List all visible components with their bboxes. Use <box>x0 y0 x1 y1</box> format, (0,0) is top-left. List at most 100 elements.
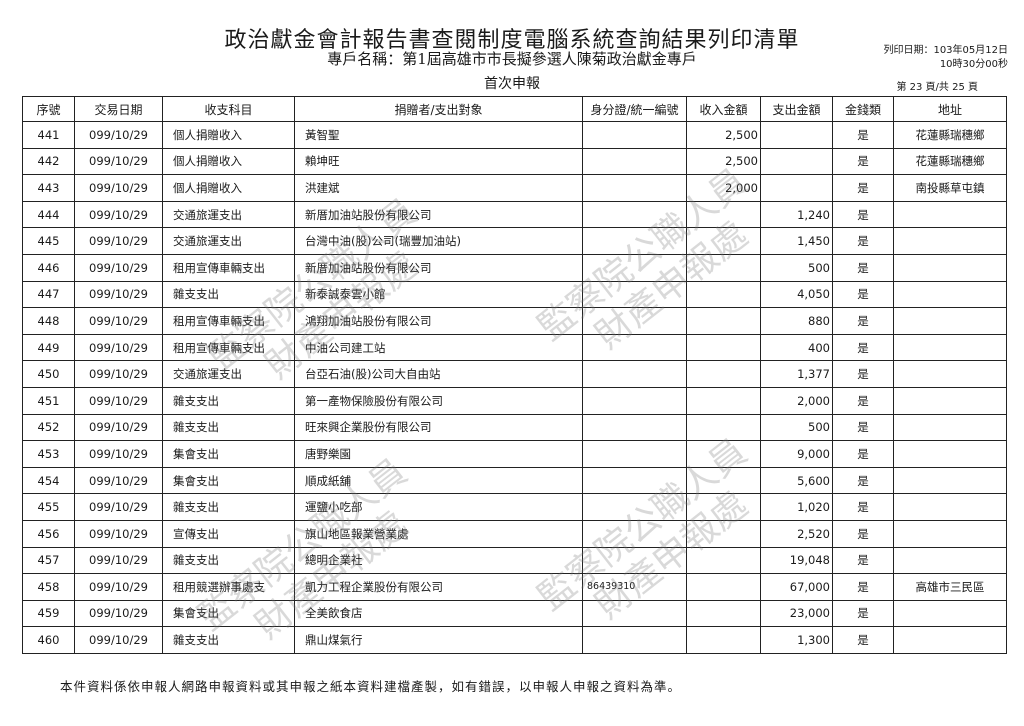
print-date: 列印日期：103年05月12日 <box>883 45 1008 56</box>
expense-amount-cell: 9,000 <box>760 440 833 468</box>
account-name: 專戶名稱：第1屆高雄市市長擬參選人陳菊政治獻金專戶 <box>327 50 697 68</box>
id-number-cell <box>582 174 687 202</box>
counterparty-cell: 黃智聖 <box>294 121 583 149</box>
id-number-cell <box>582 546 687 575</box>
income-amount-cell <box>686 626 761 654</box>
expense-amount-cell: 1,300 <box>760 626 833 654</box>
header-col-no: 序號 <box>22 96 75 122</box>
expense-amount-cell: 4,050 <box>760 280 833 309</box>
transaction-date-cell: 099/10/29 <box>74 360 163 388</box>
income-amount-cell <box>686 307 761 335</box>
address-cell <box>893 280 1007 309</box>
row-number-cell: 460 <box>22 626 75 654</box>
address-cell <box>893 546 1007 575</box>
counterparty-cell: 台亞石油(股)公司大自由站 <box>294 360 583 388</box>
counterparty-cell: 新泰誠泰雲小館 <box>294 280 583 309</box>
row-number-cell: 459 <box>22 599 75 628</box>
transaction-date-cell: 099/10/29 <box>74 200 163 229</box>
row-number-cell: 446 <box>22 253 75 282</box>
table-row: 444 099/10/29 交通旅運支出 新厝加油站股份有限公司 1,240 是 <box>22 200 1007 229</box>
row-number-cell: 449 <box>22 333 75 362</box>
transaction-date-cell: 099/10/29 <box>74 147 163 176</box>
cash-flag-cell: 是 <box>832 147 894 176</box>
category-cell: 交通旅運支出 <box>162 360 295 388</box>
table-body: 441 099/10/29 個人捐贈收入 黃智聖 2,500 是花蓮縣瑞穗鄉 442 099/… <box>22 121 1007 654</box>
transaction-date-cell: 099/10/29 <box>74 253 163 282</box>
category-cell: 租用宣傳車輛支出 <box>162 307 295 335</box>
header-col-expense: 支出金額 <box>760 96 833 122</box>
row-number-cell: 450 <box>22 360 75 388</box>
expense-amount-cell: 19,048 <box>760 546 833 575</box>
address-cell <box>893 253 1007 282</box>
expense-amount-cell: 67,000 <box>760 573 833 601</box>
category-cell: 租用競選辦事處支 <box>162 573 295 601</box>
income-amount-cell <box>686 413 761 442</box>
id-number-cell <box>582 147 687 176</box>
category-cell: 集會支出 <box>162 466 295 495</box>
expense-amount-cell: 1,020 <box>760 493 833 521</box>
table-row: 451 099/10/29 雜支支出 第一產物保險股份有限公司 2,000 是 <box>22 386 1007 415</box>
row-number-cell: 441 <box>22 121 75 149</box>
address-cell <box>893 466 1007 495</box>
header-col-id: 身分證/統一編號 <box>582 96 687 122</box>
income-amount-cell <box>686 573 761 601</box>
income-amount-cell: 2,500 <box>686 121 761 149</box>
expense-amount-cell: 5,600 <box>760 466 833 495</box>
counterparty-cell: 台灣中油(股)公司(瑞豐加油站) <box>294 227 583 255</box>
cash-flag-cell: 是 <box>832 386 894 415</box>
table-row: 447 099/10/29 雜支支出 新泰誠泰雲小館 4,050 是 <box>22 280 1007 309</box>
table-row: 457 099/10/29 雜支支出 總明企業社 19,048 是 <box>22 546 1007 575</box>
counterparty-cell: 唐野樂園 <box>294 440 583 468</box>
transaction-date-cell: 099/10/29 <box>74 466 163 495</box>
transaction-date-cell: 099/10/29 <box>74 121 163 149</box>
row-number-cell: 448 <box>22 307 75 335</box>
cash-flag-cell: 是 <box>832 227 894 255</box>
counterparty-cell: 全美飲食店 <box>294 599 583 628</box>
income-amount-cell <box>686 333 761 362</box>
id-number-cell <box>582 466 687 495</box>
address-cell <box>893 599 1007 628</box>
address-cell: 花蓮縣瑞穗鄉 <box>893 147 1007 176</box>
counterparty-cell: 旺來興企業股份有限公司 <box>294 413 583 442</box>
row-number-cell: 458 <box>22 573 75 601</box>
row-number-cell: 454 <box>22 466 75 495</box>
transaction-date-cell: 099/10/29 <box>74 280 163 309</box>
id-number-cell: 86439310 <box>582 573 687 601</box>
address-cell <box>893 360 1007 388</box>
category-cell: 個人捐贈收入 <box>162 174 295 202</box>
table-row: 454 099/10/29 集會支出 順成紙舖 5,600 是 <box>22 466 1007 495</box>
transaction-date-cell: 099/10/29 <box>74 307 163 335</box>
table-row: 449 099/10/29 租用宣傳車輛支出 中油公司建工站 400 是 <box>22 333 1007 362</box>
income-amount-cell <box>686 386 761 415</box>
print-time: 10時30分00秒 <box>939 59 1008 70</box>
category-cell: 交通旅運支出 <box>162 227 295 255</box>
address-cell <box>893 626 1007 654</box>
category-cell: 雜支支出 <box>162 493 295 521</box>
category-cell: 雜支支出 <box>162 413 295 442</box>
table-row: 460 099/10/29 雜支支出 鼎山煤氣行 1,300 是 <box>22 626 1007 654</box>
category-cell: 雜支支出 <box>162 386 295 415</box>
cash-flag-cell: 是 <box>832 493 894 521</box>
cash-flag-cell: 是 <box>832 121 894 149</box>
expense-amount-cell: 1,450 <box>760 227 833 255</box>
counterparty-cell: 第一產物保險股份有限公司 <box>294 386 583 415</box>
row-number-cell: 451 <box>22 386 75 415</box>
row-number-cell: 444 <box>22 200 75 229</box>
income-amount-cell <box>686 227 761 255</box>
row-number-cell: 455 <box>22 493 75 521</box>
id-number-cell <box>582 227 687 255</box>
counterparty-cell: 總明企業社 <box>294 546 583 575</box>
expense-amount-cell: 500 <box>760 253 833 282</box>
cash-flag-cell: 是 <box>832 360 894 388</box>
address-cell <box>893 307 1007 335</box>
income-amount-cell <box>686 599 761 628</box>
table-row: 450 099/10/29 交通旅運支出 台亞石油(股)公司大自由站 1,377 是 <box>22 360 1007 388</box>
cash-flag-cell: 是 <box>832 280 894 309</box>
category-cell: 雜支支出 <box>162 626 295 654</box>
table-row: 446 099/10/29 租用宣傳車輛支出 新厝加油站股份有限公司 500 是 <box>22 253 1007 282</box>
id-number-cell <box>582 360 687 388</box>
header-col-cash: 金錢類 <box>832 96 894 122</box>
expense-amount-cell: 23,000 <box>760 599 833 628</box>
transaction-date-cell: 099/10/29 <box>74 174 163 202</box>
id-number-cell <box>582 333 687 362</box>
